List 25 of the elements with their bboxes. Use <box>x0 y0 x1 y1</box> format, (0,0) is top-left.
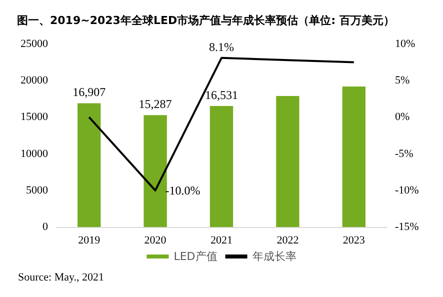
y2-tick-label: -10% <box>395 184 419 196</box>
y2-tick-label: -5% <box>395 148 414 160</box>
x-tick-label: 2021 <box>210 234 232 246</box>
data-label: 15,287 <box>138 97 172 112</box>
x-tick-label: 2019 <box>78 234 101 246</box>
data-label: 8.1% <box>209 40 234 54</box>
x-tick-label: 2020 <box>144 234 167 246</box>
y-tick-label: 25000 <box>20 38 48 50</box>
y2-tick-label: 10% <box>395 38 416 50</box>
y2-tick-label: -15% <box>395 221 419 233</box>
source-note: Source: May., 2021 <box>18 272 104 284</box>
data-label: 16,907 <box>72 85 106 100</box>
legend-label: 年成长率 <box>252 250 296 263</box>
y-tick-label: 20000 <box>20 74 48 87</box>
x-tick-label: 2022 <box>276 234 299 246</box>
y2-tick-label: 0% <box>395 111 410 124</box>
x-tick-label: 2023 <box>342 234 366 246</box>
legend-label: LED产值 <box>174 250 218 263</box>
y2-tick-label: 5% <box>395 74 410 87</box>
y-tick-label: 15000 <box>20 111 48 124</box>
y-tick-label: 5000 <box>26 184 48 196</box>
data-label: 16,531 <box>205 88 238 102</box>
y-tick-label: 10000 <box>20 148 48 160</box>
y-tick-label: 0 <box>42 221 48 233</box>
chart-title: 图一、2019~2023年全球LED市场产值与年成长率预估（单位: 百万美元） <box>17 14 394 27</box>
